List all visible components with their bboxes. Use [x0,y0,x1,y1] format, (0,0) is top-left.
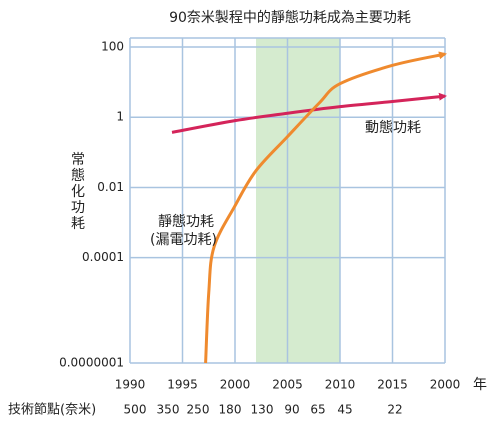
tech-node: 180 [219,403,242,417]
series-label: 靜態功耗 [158,214,214,230]
annotation: (漏電功耗) [150,232,217,248]
tech-node: 350 [157,403,180,417]
y-tick-label: 100 [101,40,124,54]
y-tick-label: 0.01 [97,180,124,194]
y-tick-label: 0.0000001 [59,356,124,370]
x-tick-label: 2000 [220,378,251,392]
tech-node: 90 [284,403,299,417]
chart-title: 90奈米製程中的靜態功耗成為主要功耗 [169,10,411,26]
y-tick-label: 1 [116,110,124,124]
tech-node: 500 [124,403,147,417]
x-tick-label: 1990 [115,378,146,392]
x-tick-label: 2000 [430,378,461,392]
tech-node: 130 [251,403,274,417]
x-tick-label: 2015 [377,378,408,392]
tech-node: 22 [387,403,402,417]
tech-node: 45 [337,403,352,417]
highlight-band [256,38,340,363]
y-tick-label: 0.0001 [82,250,124,264]
x-tick-label: 1995 [167,378,198,392]
tech-node: 65 [310,403,325,417]
x-tick-label: 2010 [325,378,356,392]
x-tick-label: 2005 [272,378,303,392]
tech-node: 250 [187,403,210,417]
series-label: 動態功耗 [365,120,421,136]
x-axis-label: 年 [473,377,487,393]
tech-node-label: 技術節點(奈米) [8,403,96,418]
y-axis-label: 常態化功耗 [71,152,85,232]
series-line [204,51,447,364]
